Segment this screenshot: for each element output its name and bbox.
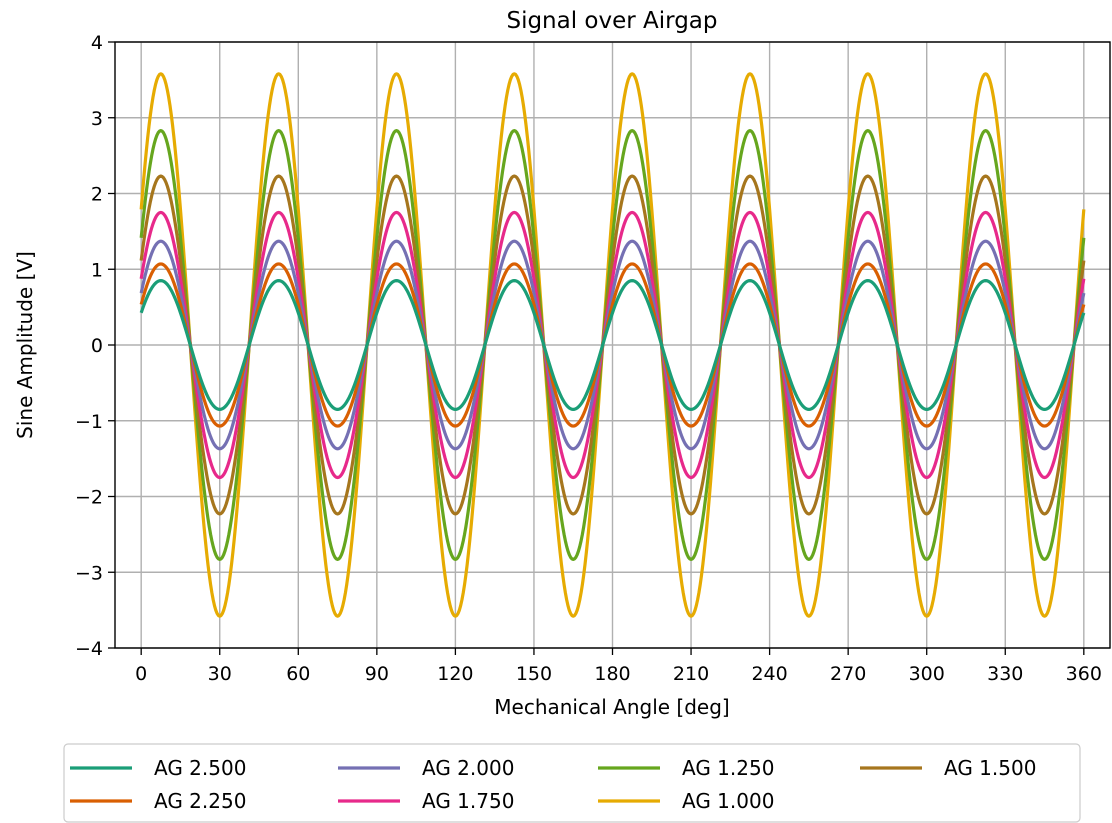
legend-label: AG 2.250 [154,789,246,813]
y-axis-label: Sine Amplitude [V] [13,251,37,439]
series-line-ag-2-500 [139,279,1086,411]
series-line-ag-1-750 [139,210,1086,480]
x-tick-label: 360 [1066,663,1102,685]
x-tick-label: 240 [751,663,787,685]
y-tick-label: 4 [91,32,103,54]
series-line-ag-2-000 [139,239,1086,451]
legend-item: AG 2.500 [70,756,246,780]
legend-item: AG 2.000 [338,756,514,780]
grid-lines [115,41,1110,649]
x-tick-label: 180 [594,663,630,685]
legend-label: AG 1.750 [422,789,514,813]
y-tick-label: −4 [75,638,103,660]
y-tick-label: 2 [91,184,103,206]
series-line-ag-2-250 [139,262,1086,428]
legend-item: AG 2.250 [70,789,246,813]
legend-label: AG 2.500 [154,756,246,780]
x-tick-label: 210 [673,663,709,685]
legend-item: AG 1.500 [860,756,1036,780]
x-axis-ticks: 0 30 60 90 120 150 180 210 240 270 300 330 360 [135,648,1102,685]
y-tick-label: −2 [75,487,103,509]
legend-label: AG 2.000 [422,756,514,780]
x-tick-label: 330 [987,663,1023,685]
legend: AG 2.500 AG 2.250 AG 2.000 AG 1.750 AG 1.250… [63,743,1081,823]
legend-item: AG 1.750 [338,789,514,813]
legend-label: AG 1.250 [682,756,774,780]
x-tick-label: 60 [286,663,310,685]
legend-item: AG 1.000 [598,789,774,813]
chart-title: Signal over Airgap [506,8,717,34]
legend-box [63,743,1081,823]
legend-label: AG 1.500 [944,756,1036,780]
series-lines [139,72,1086,618]
x-tick-label: 270 [830,663,866,685]
x-tick-label: 120 [437,663,473,685]
series-line-ag-1-000 [139,72,1086,618]
x-tick-label: 150 [516,663,552,685]
y-axis-ticks: −4 −3 −2 −1 0 1 2 3 4 [75,32,115,660]
x-tick-label: 0 [135,663,147,685]
legend-item: AG 1.250 [598,756,774,780]
y-tick-label: 3 [91,108,103,130]
legend-label: AG 1.000 [682,789,774,813]
series-line-ag-1-500 [139,174,1086,516]
x-tick-label: 300 [909,663,945,685]
series-line-ag-1-250 [139,129,1086,561]
y-tick-label: −3 [75,562,103,584]
x-tick-label: 90 [365,663,389,685]
y-tick-label: 1 [91,259,103,281]
x-axis-label: Mechanical Angle [deg] [494,695,729,719]
x-tick-label: 30 [208,663,232,685]
y-tick-label: 0 [91,335,103,357]
y-tick-label: −1 [75,411,103,433]
